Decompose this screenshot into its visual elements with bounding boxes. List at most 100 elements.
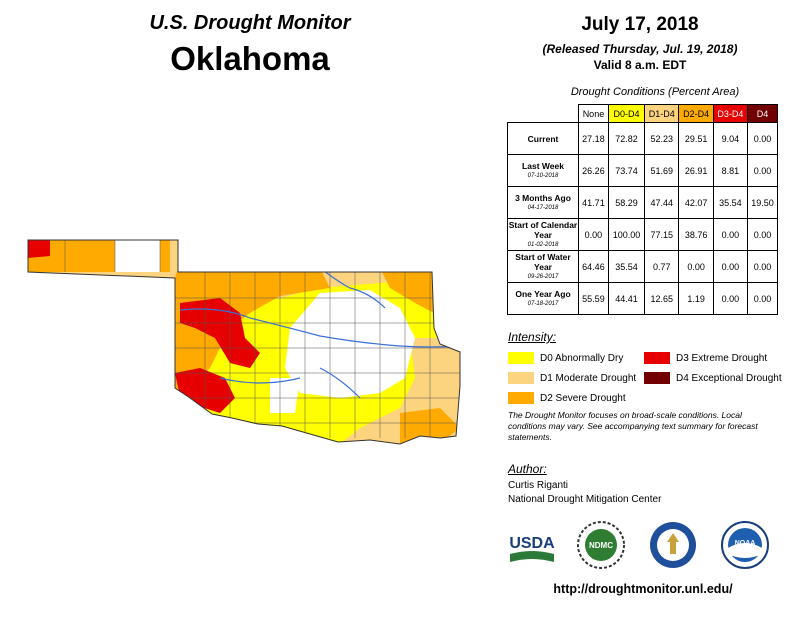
author-organization: National Drought Mitigation Center (508, 494, 662, 505)
table-cell: 47.44 (644, 186, 680, 219)
table-cell: 26.26 (578, 154, 609, 187)
legend-label: D2 Severe Drought (540, 392, 626, 404)
ndmc-logo-text: NDMC (589, 541, 613, 550)
table-cell: 38.76 (678, 218, 714, 251)
column-header: D2-D4 (678, 104, 714, 123)
website-link[interactable]: http://droughtmonitor.unl.edu/ (553, 582, 733, 596)
row-label-text: One Year Ago (515, 288, 571, 299)
table-cell: 64.46 (578, 250, 609, 283)
table-cell: 51.69 (644, 154, 680, 187)
column-header: D3-D4 (712, 104, 749, 123)
table-row: Start of Calendar Year 01-02-2018 0.00 100.… (507, 218, 778, 251)
table-cell: 0.00 (578, 218, 609, 251)
legend-swatch-d1 (508, 372, 534, 384)
legend-item-d2: D2 Severe Drought (508, 392, 626, 404)
legend-label: D0 Abnormally Dry (540, 352, 624, 364)
row-date: 07-10-2018 (527, 172, 559, 179)
intensity-heading: Intensity: (508, 330, 557, 344)
row-date: 01-02-2018 (527, 241, 559, 248)
column-header: D0-D4 (607, 104, 646, 123)
table-corner (508, 105, 579, 123)
table-header-row: None D0-D4 D1-D4 D2-D4 D3-D4 D4 (508, 104, 778, 123)
row-label: Current (507, 122, 579, 155)
table-cell: 0.00 (678, 250, 714, 283)
legend-label: D3 Extreme Drought (676, 352, 768, 364)
table-cell: 58.29 (607, 186, 646, 219)
table-cell: 52.23 (644, 122, 680, 155)
row-label-text: 3 Months Ago (515, 192, 571, 203)
legend-item-d4: D4 Exceptional Drought (644, 372, 782, 384)
ndmc-logo: NDMC (576, 520, 626, 570)
usda-logo: USDA (508, 528, 556, 566)
table-cell: 0.00 (712, 282, 749, 315)
legend-item-d1: D1 Moderate Drought (508, 372, 636, 384)
column-header: D4 (747, 104, 778, 123)
row-label: Last Week 07-10-2018 (507, 154, 579, 187)
oklahoma-drought-map (27, 239, 461, 445)
map-date: July 17, 2018 (581, 14, 699, 35)
column-header: None (578, 104, 609, 123)
row-label: 3 Months Ago 04-17-2018 (507, 186, 579, 219)
legend-swatch-d4 (644, 372, 670, 384)
usda-logo-text: USDA (509, 535, 555, 552)
row-date: 07-18-2017 (527, 300, 559, 307)
state-title: Oklahoma (170, 40, 330, 77)
table-cell: 41.71 (578, 186, 609, 219)
d3-region-panhandle (28, 240, 50, 258)
no-drought-central (285, 290, 415, 398)
valid-time: Valid 8 a.m. EDT (593, 58, 687, 72)
table-cell: 12.65 (644, 282, 680, 315)
table-cell: 1.19 (678, 282, 714, 315)
noaa-logo: NOAA (720, 520, 770, 570)
table-cell: 0.00 (712, 218, 749, 251)
table-cell: 42.07 (678, 186, 714, 219)
table-cell: 100.00 (607, 218, 646, 251)
monitor-title: U.S. Drought Monitor (149, 12, 351, 34)
table-cell: 0.00 (747, 154, 778, 187)
drought-conditions-table: None D0-D4 D1-D4 D2-D4 D3-D4 D4 Current 2… (507, 104, 778, 315)
table-cell: 35.54 (607, 250, 646, 283)
table-cell: 55.59 (578, 282, 609, 315)
table-cell: 0.00 (747, 282, 778, 315)
no-drought-south-central (270, 378, 300, 413)
table-cell: 44.41 (607, 282, 646, 315)
table-cell: 9.04 (712, 122, 749, 155)
table-cell: 0.00 (712, 250, 749, 283)
release-date: (Released Thursday, Jul. 19, 2018) (542, 42, 738, 56)
no-drought-panhandle (115, 240, 160, 272)
row-label: Start of Water Year 09-26-2017 (507, 250, 579, 283)
table-row: 3 Months Ago 04-17-2018 41.71 58.29 47.44 42.… (507, 186, 778, 219)
row-label: One Year Ago 07-18-2017 (507, 282, 579, 315)
legend-label: D1 Moderate Drought (540, 372, 637, 384)
table-cell: 77.15 (644, 218, 680, 251)
table-cell: 0.00 (747, 122, 778, 155)
d3-region-northeast (418, 240, 432, 252)
legend-label: D4 Exceptional Drought (676, 372, 782, 384)
table-cell: 26.91 (678, 154, 714, 187)
row-label-text: Last Week (522, 160, 564, 171)
table-cell: 19.50 (747, 186, 778, 219)
table-cell: 29.51 (678, 122, 714, 155)
table-cell: 0.77 (644, 250, 680, 283)
table-row: Last Week 07-10-2018 26.26 73.74 51.69 26.91 8… (507, 154, 778, 187)
legend-swatch-d2 (508, 392, 534, 404)
row-label-text: Start of Water Year (515, 251, 571, 272)
table-cell: 8.81 (712, 154, 749, 187)
legend-swatch-d0 (508, 352, 534, 364)
noaa-logo-text: NOAA (735, 540, 756, 547)
table-caption: Drought Conditions (Percent Area) (570, 86, 740, 98)
table-row: Start of Water Year 09-26-2017 64.46 35.54 0… (507, 250, 778, 283)
state-outline (27, 239, 461, 445)
rivers (179, 267, 460, 399)
table-cell: 0.00 (747, 218, 778, 251)
d2-region-northeast (380, 268, 434, 313)
table-cell: 72.82 (607, 122, 646, 155)
table-cell: 27.18 (578, 122, 609, 155)
author-heading: Author: (508, 462, 547, 476)
row-label-text: Start of Calendar Year (508, 219, 578, 240)
county-lines (64, 240, 460, 438)
row-label: Start of Calendar Year 01-02-2018 (507, 218, 579, 251)
commerce-seal-logo (648, 520, 698, 570)
table-cell: 35.54 (712, 186, 749, 219)
d3-region-west-central (180, 298, 260, 368)
